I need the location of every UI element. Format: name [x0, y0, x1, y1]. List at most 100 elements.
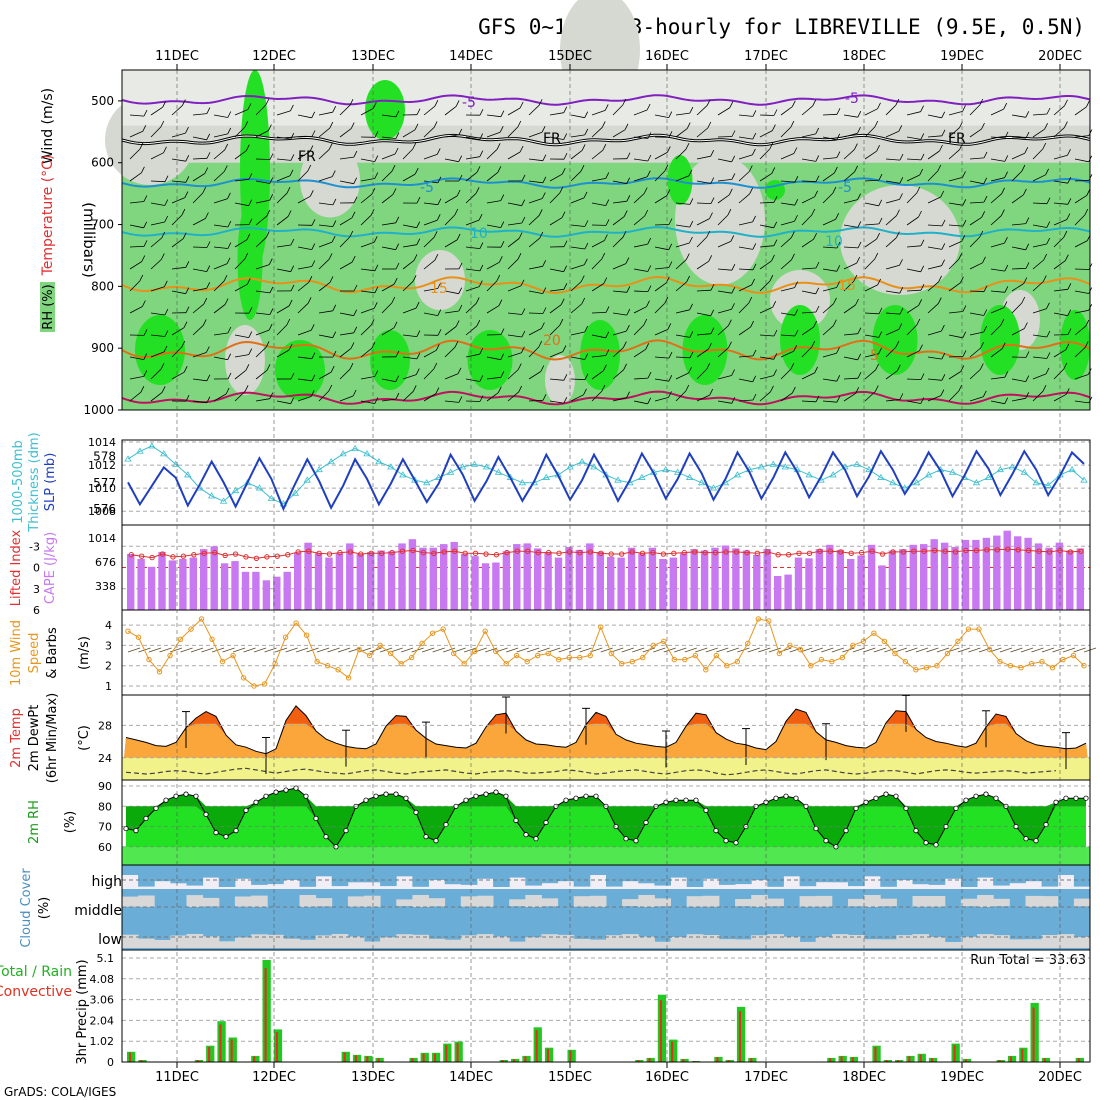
- wind-barb-10m: [506, 647, 519, 653]
- wind-speed-marker: [377, 642, 383, 649]
- cloud-high-bar: [331, 867, 349, 887]
- wind-barb: [647, 285, 652, 292]
- wind-barb: [874, 385, 879, 392]
- wind-barb: [706, 230, 711, 238]
- cloud-mid-gap: [396, 899, 413, 907]
- wind-barb: [549, 173, 563, 182]
- cape-bar: [231, 561, 239, 610]
- wind-barb: [728, 188, 733, 195]
- wind-barb: [990, 108, 1004, 116]
- wind-barb: [444, 310, 459, 314]
- wind-barb-10m: [264, 647, 277, 653]
- wind-barb: [836, 375, 841, 382]
- wind-barb: [738, 355, 754, 358]
- lifted-index-marker: [420, 549, 427, 556]
- wind-barb: [1024, 147, 1029, 154]
- wind-barb: [395, 392, 400, 400]
- wind-barb: [626, 177, 631, 184]
- rh2m-marker: [433, 838, 439, 844]
- wind-barb-10m: [327, 647, 340, 653]
- thickness-marker: [219, 497, 228, 504]
- lifted-index-marker: [410, 547, 416, 554]
- wind-barb: [192, 268, 207, 272]
- wind-barb: [276, 324, 288, 336]
- wind-barb: [801, 105, 813, 116]
- cape-bar: [523, 543, 531, 610]
- cloud-low-gap: [1025, 939, 1043, 948]
- rh-dry-patch: [675, 155, 765, 285]
- wind-barb: [185, 176, 190, 183]
- cloud-level-high: high: [91, 874, 122, 890]
- wind-barb: [591, 258, 603, 270]
- wind-barb: [423, 202, 438, 206]
- y-tick-label: 900: [91, 341, 114, 355]
- precip-convective-bar: [456, 1043, 459, 1062]
- wind-barb: [696, 333, 711, 336]
- wind-barb: [318, 176, 333, 182]
- rh2m-marker: [213, 830, 219, 836]
- wind-speed-marker: [356, 646, 362, 653]
- rh2m-marker: [863, 799, 869, 805]
- wind-barb: [374, 172, 379, 179]
- cloud-high-bar: [815, 867, 833, 883]
- wind-barb: [381, 327, 395, 336]
- cape-bar: [377, 550, 385, 610]
- cloud-low-gap: [347, 936, 365, 948]
- wind-barb: [584, 353, 589, 360]
- thickness-marker: [912, 479, 921, 486]
- cape-bar: [283, 571, 291, 611]
- wind-barb: [297, 266, 312, 270]
- wind-barb-10m: [1020, 647, 1034, 653]
- wind-barb: [728, 341, 732, 348]
- cape-bar: [857, 555, 865, 610]
- rh2m-marker: [243, 807, 249, 813]
- cloud-high-bar: [928, 867, 946, 885]
- cape-bar: [826, 544, 834, 610]
- wind-barb: [297, 246, 312, 250]
- wind-barb: [353, 309, 358, 316]
- wind-barb: [633, 215, 645, 226]
- wind-barb: [834, 166, 838, 174]
- wind-barb: [416, 330, 421, 337]
- wind-barb-10m: [169, 647, 183, 653]
- date-label-top: 18DEC: [842, 49, 886, 64]
- wind-barb: [664, 296, 669, 304]
- wind-barb-10m: [821, 647, 834, 653]
- wind-barb: [541, 192, 546, 199]
- wind-barb: [541, 322, 545, 329]
- precip-convective-bar: [1032, 1007, 1035, 1062]
- precip-convective-bar: [648, 1058, 651, 1062]
- wind-barb: [332, 198, 337, 206]
- wind-barb-10m: [1062, 647, 1076, 653]
- wind-barb: [801, 180, 817, 183]
- date-label-top: 11DEC: [155, 49, 199, 64]
- contour-label: -5: [838, 180, 852, 196]
- rh2m-marker: [783, 793, 789, 799]
- wind-barb: [288, 299, 293, 307]
- wind-barb: [311, 243, 316, 250]
- wind-barb: [436, 148, 441, 155]
- wind-barb-10m: [485, 647, 498, 653]
- wind-barb: [927, 265, 942, 270]
- precip-convective-bar: [930, 1058, 933, 1062]
- rh2m-marker: [723, 838, 729, 844]
- cloud-mid-gap: [186, 895, 204, 907]
- rh2m-marker: [693, 797, 699, 803]
- wind-barb: [234, 109, 249, 116]
- wind-barb: [465, 268, 480, 272]
- cloud-low-gap: [154, 940, 171, 948]
- wind-barb: [748, 165, 753, 172]
- wind-barb: [213, 356, 228, 361]
- wind-barb: [373, 236, 378, 243]
- wind-barb: [696, 236, 708, 248]
- wind-barb: [268, 124, 272, 131]
- wind-barb: [224, 298, 229, 305]
- wind-barb: [730, 235, 735, 242]
- wind-barb: [150, 180, 166, 183]
- lifted-tick: 6: [33, 604, 40, 617]
- wind-barb: [1066, 213, 1071, 220]
- wind-barb: [822, 352, 837, 358]
- cape-bar: [492, 562, 500, 610]
- wind-barb: [696, 260, 709, 270]
- wind-barb: [234, 178, 249, 182]
